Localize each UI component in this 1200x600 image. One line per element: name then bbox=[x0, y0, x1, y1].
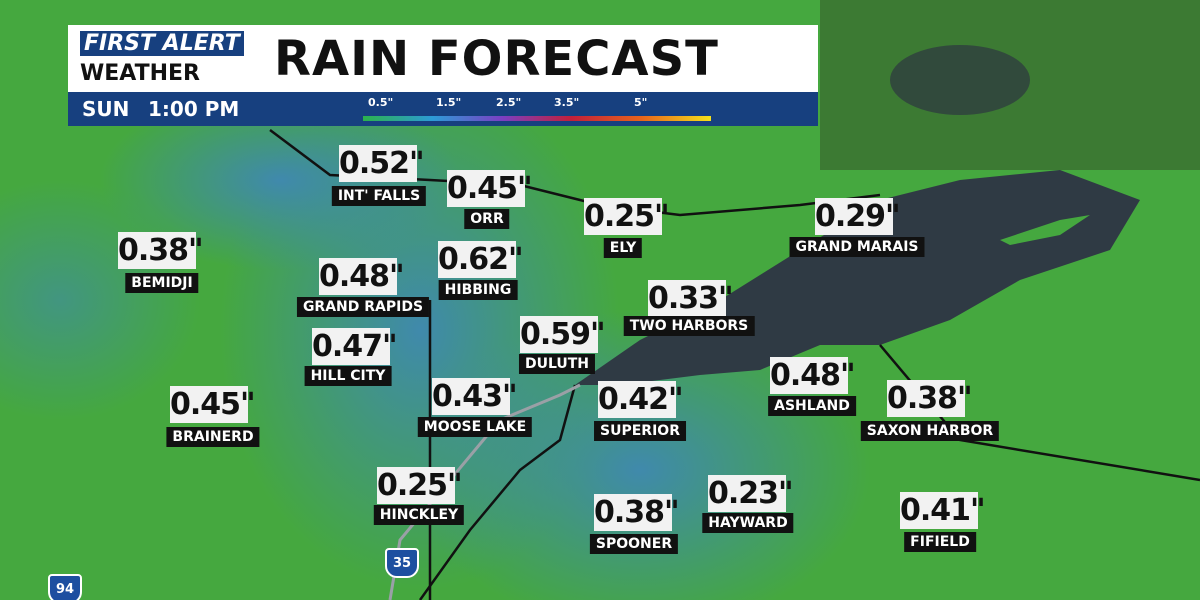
city-name: GRAND RAPIDS bbox=[296, 297, 430, 317]
rain-amount: 0.25" bbox=[584, 198, 670, 235]
city-name: HINCKLEY bbox=[373, 505, 465, 525]
brand-top: FIRST ALERT bbox=[80, 31, 244, 56]
rain-amount: 0.45" bbox=[447, 170, 533, 207]
legend-label: 5" bbox=[634, 96, 648, 109]
legend-label: 0.5" bbox=[368, 96, 394, 109]
rain-amount: 0.42" bbox=[598, 381, 684, 418]
header-panel: FIRST ALERT WEATHER RAIN FORECAST bbox=[68, 25, 818, 92]
rain-amount: 0.45" bbox=[170, 386, 256, 423]
rain-amount: 0.38" bbox=[118, 232, 204, 269]
rain-amount: 0.38" bbox=[887, 380, 973, 417]
city-name: HAYWARD bbox=[702, 513, 794, 533]
rain-amount: 0.43" bbox=[432, 378, 518, 415]
title: RAIN FORECAST bbox=[274, 31, 719, 87]
legend-label: 2.5" bbox=[496, 96, 522, 109]
brand-bottom: WEATHER bbox=[80, 61, 201, 86]
day: SUN bbox=[82, 97, 130, 121]
city-name: MOOSE LAKE bbox=[417, 417, 533, 437]
rain-amount: 0.38" bbox=[594, 494, 680, 531]
city-name: HILL CITY bbox=[304, 366, 392, 386]
city-name: BRAINERD bbox=[166, 427, 260, 447]
rain-amount: 0.48" bbox=[770, 357, 856, 394]
city-name: BEMIDJI bbox=[125, 273, 199, 293]
rain-amount: 0.33" bbox=[648, 280, 734, 317]
rain-amount: 0.41" bbox=[900, 492, 986, 529]
legend-label: 1.5" bbox=[436, 96, 462, 109]
city-name: HIBBING bbox=[438, 280, 518, 300]
city-name: ASHLAND bbox=[768, 396, 856, 416]
rain-amount: 0.23" bbox=[708, 475, 794, 512]
rain-amount: 0.25" bbox=[377, 467, 463, 504]
city-name: ELY bbox=[603, 238, 643, 258]
rain-amount: 0.29" bbox=[815, 198, 901, 235]
legend-label: 3.5" bbox=[554, 96, 580, 109]
city-name: SAXON HARBOR bbox=[860, 421, 1000, 441]
city-name: TWO HARBORS bbox=[623, 316, 755, 336]
rain-amount: 0.52" bbox=[339, 145, 425, 182]
rain-amount: 0.48" bbox=[319, 258, 405, 295]
time: 1:00 PM bbox=[148, 97, 240, 121]
rain-amount: 0.47" bbox=[312, 328, 398, 365]
info-bar: SUN 1:00 PM 0.5" 1.5" 2.5" 3.5" 5" bbox=[68, 92, 818, 126]
city-name: SPOONER bbox=[589, 534, 679, 554]
city-name: SUPERIOR bbox=[594, 421, 686, 441]
city-name: GRAND MARAIS bbox=[789, 237, 925, 257]
highway-shield: 94 bbox=[48, 574, 82, 600]
city-name: FIFIELD bbox=[904, 532, 976, 552]
city-name: INT' FALLS bbox=[331, 186, 427, 206]
city-name: DULUTH bbox=[518, 354, 596, 374]
highway-shield: 35 bbox=[385, 548, 419, 578]
city-name: ORR bbox=[464, 209, 510, 229]
rain-amount: 0.59" bbox=[520, 316, 606, 353]
rain-amount: 0.62" bbox=[438, 241, 524, 278]
legend-bar bbox=[363, 116, 711, 121]
